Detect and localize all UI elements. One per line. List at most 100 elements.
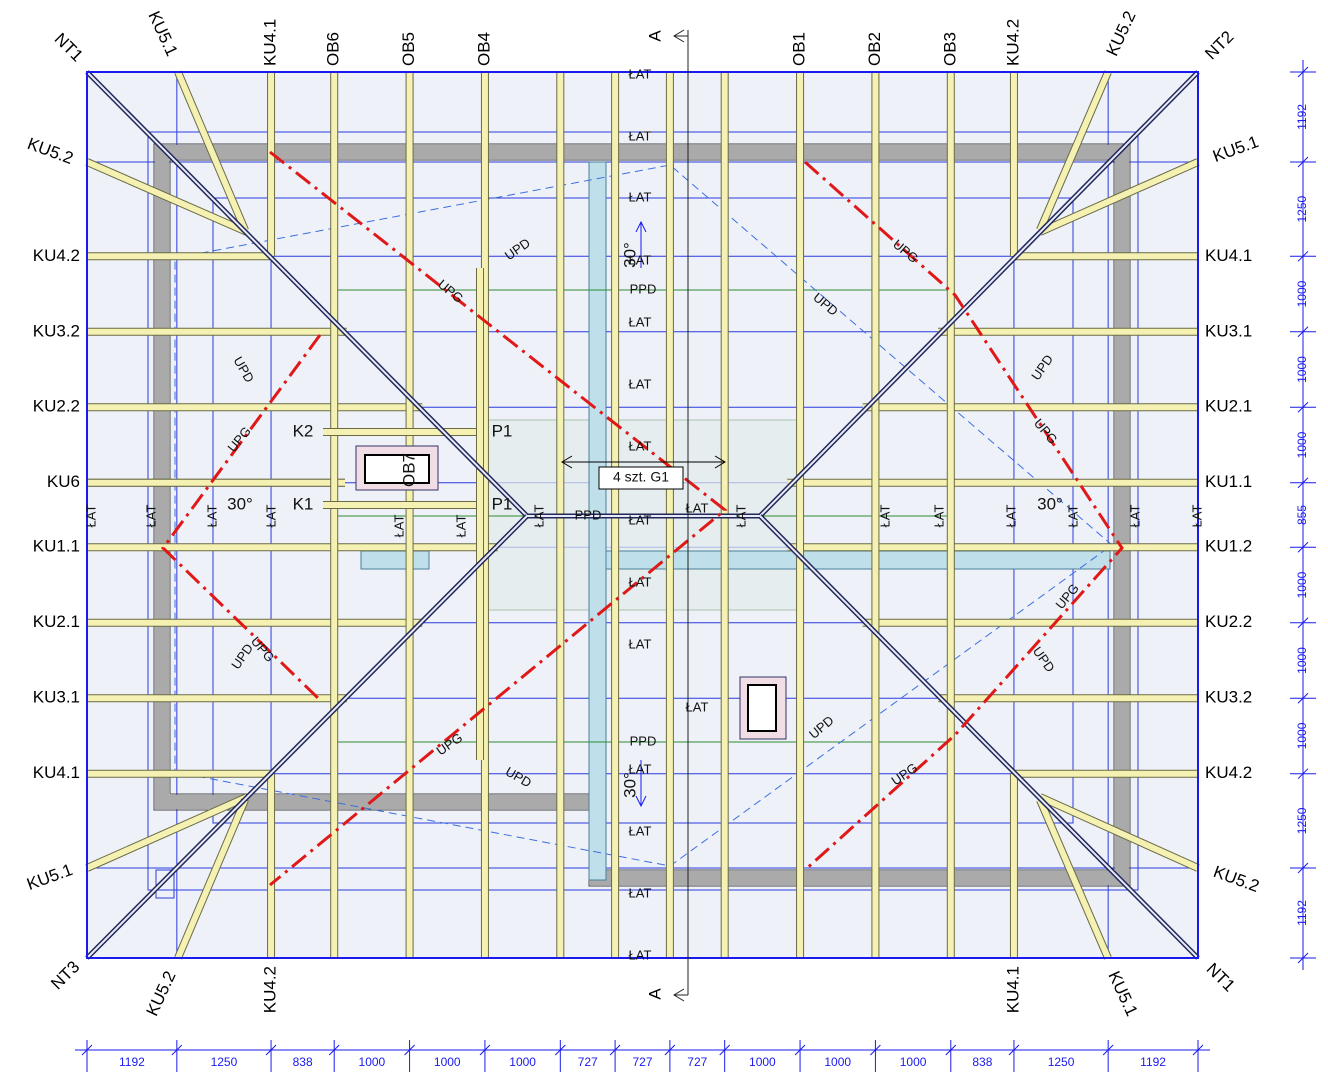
plan-label: ŁAT [1003,505,1018,528]
top-label: OB1 [790,32,809,66]
dimension-tick [1297,477,1309,489]
plan-label: 30° [620,242,639,268]
dimension-value: 727 [632,1055,652,1069]
dimension-value: 1000 [749,1055,776,1069]
section-arrow [673,29,688,43]
left-label: NT3 [47,957,83,993]
dimension-tick [1192,1044,1204,1056]
rafter [175,70,248,232]
plan-label: ŁAT [629,574,652,589]
right-label: KU4.1 [1205,246,1252,265]
right-label: KU2.2 [1205,612,1252,631]
plan-label: ŁAT [629,512,652,527]
plan-label: P1 [492,421,513,440]
plan-label: ŁAT [686,500,709,515]
dimension-value: 1000 [1295,722,1309,749]
upg-line [803,160,1124,872]
dimension-tick [794,1044,806,1056]
plan-label: OB7 [399,453,418,487]
plan-label: ŁAT [1189,505,1204,528]
plan-label: ŁAT [931,505,946,528]
plan-label: ŁAT [263,505,278,528]
left-label: KU4.2 [33,246,80,265]
rafter [1037,70,1111,232]
slope-arrowhead [635,220,647,233]
dimension-value: 1250 [1295,807,1309,834]
dimension-value: 727 [578,1055,598,1069]
plan-label: ŁAT [629,189,652,204]
dimension-tick [81,1044,93,1056]
slope-arrowhead [635,795,647,808]
plan-label: ŁAT [686,699,709,714]
left-label: KU3.2 [33,321,80,340]
dimension-tick [1297,250,1309,262]
plan-label: 30° [227,494,253,513]
dimension-value: 727 [687,1055,707,1069]
plan-label: ŁAT [629,947,652,962]
label-box [598,466,684,490]
dimension-tick [1297,541,1309,553]
plan-label: ŁAT [733,505,748,528]
plan-label: K1 [293,494,314,513]
section-arrow [673,988,688,1002]
hip-core [759,71,1199,517]
right-label: KU1.1 [1205,472,1252,491]
plan-label: ŁAT [629,252,652,267]
right-label: KU5.2 [1211,862,1262,896]
eaves-line [212,197,1074,824]
dimension-tick [479,1044,491,1056]
plan-label: 30° [620,772,639,798]
dimension-value: 1000 [509,1055,536,1069]
dimension-tick [1297,66,1309,78]
left-label: KU6 [47,472,80,491]
dimension-tick [171,1044,183,1056]
left-label: KU2.2 [33,397,80,416]
dimension-value: 1000 [1295,280,1309,307]
dimension-tick [1297,326,1309,338]
bottom-label: KU5.1 [1104,968,1141,1019]
hip-core [759,515,1199,959]
top-label: OB2 [865,32,884,66]
left-label: KU5.1 [24,860,75,894]
dimension-value: 1000 [1295,571,1309,598]
dimension-tick [609,1044,621,1056]
right-label: KU1.2 [1205,537,1252,556]
dimension-tick [1297,768,1309,780]
top-label: NT2 [1201,27,1237,63]
dimension-tick [1297,401,1309,413]
right-label: KU4.2 [1205,763,1252,782]
top-label: OB3 [940,32,959,66]
plan-label: ŁAT [83,505,98,528]
plan-label: ŁAT [629,636,652,651]
dimension-value: 855 [1295,505,1309,525]
plan-label: ŁAT [1127,505,1142,528]
dimension-value: 1000 [434,1055,461,1069]
rafter [175,798,248,960]
bottom-label: KU4.2 [261,966,280,1013]
top-label: OB5 [399,32,418,66]
dimension-value: 1250 [211,1055,238,1069]
rafter [85,794,249,871]
eaves-line [147,131,1139,891]
dimension-value: 1000 [1295,647,1309,674]
dimension-tick [265,1044,277,1056]
arrow [561,455,726,469]
top-label: A [645,30,664,42]
hip-core [86,71,528,517]
rafter [1038,794,1200,871]
left-label: KU3.1 [33,688,80,707]
dimension-tick [1297,617,1309,629]
upg-line [269,150,728,887]
dimension-tick [1008,1044,1020,1056]
dimension-value: 1250 [1295,195,1309,222]
dimension-value: 838 [972,1055,992,1069]
top-label: KU5.2 [1102,8,1139,59]
bottom-label: A [645,988,664,1000]
dimension-tick [719,1044,731,1056]
dimension-value: 1192 [119,1055,145,1069]
top-label: KU4.1 [261,19,280,66]
plan-label: ŁAT [531,505,546,528]
plan-label: ŁAT [877,505,892,528]
dimension-tick [328,1044,340,1056]
